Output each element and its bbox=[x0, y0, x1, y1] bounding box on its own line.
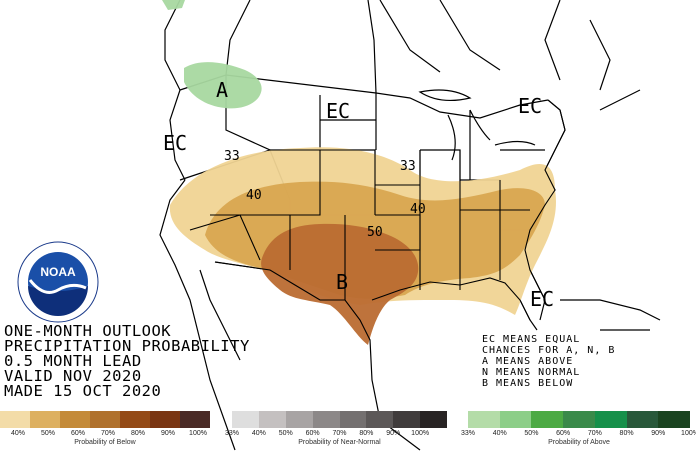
legend-normal-tick-label: 70% bbox=[332, 430, 347, 437]
legend-above-tick-label: 33% bbox=[460, 430, 476, 437]
legend-normal-swatch bbox=[285, 411, 313, 428]
legend-normal-swatch bbox=[232, 411, 259, 428]
ec-label-florida: EC bbox=[530, 287, 555, 311]
legend-above-tick-label: 70% bbox=[587, 430, 602, 437]
legend-normal-ticks: 33% 40% 50% 60% 70% 80% 90% 100% bbox=[225, 428, 447, 438]
legend-above-swatch bbox=[468, 411, 500, 428]
legend-above-tick-label: 80% bbox=[619, 430, 634, 437]
legend-below-tick-label: 60% bbox=[70, 430, 86, 437]
legend-above-swatch bbox=[563, 411, 595, 428]
contour-label-40-west: 40 bbox=[246, 188, 262, 203]
legend-above: 33% 40% 50% 60% 70% 80% 90% 100% Probability of … bbox=[461, 411, 696, 446]
below-50-region bbox=[261, 223, 419, 345]
ec-label-northwest: EC bbox=[163, 131, 188, 155]
legend-below: 40% 50% 60% 70% 80% 90% 100% Probability of Bel… bbox=[0, 411, 210, 446]
below-label: B bbox=[336, 270, 349, 294]
legend-normal-swatch bbox=[393, 411, 421, 428]
outlook-line-1: ONE-MONTH OUTLOOK bbox=[4, 322, 172, 340]
legend-above-swatches bbox=[468, 411, 690, 428]
key-line-4: N MEANS NORMAL bbox=[482, 367, 581, 378]
legend-above-swatch bbox=[531, 411, 564, 428]
legend-below-title: Probability of Below bbox=[74, 439, 136, 446]
legend-below-swatch bbox=[90, 411, 120, 428]
legend-above-swatch bbox=[658, 411, 690, 428]
legend-below-swatch bbox=[180, 411, 210, 428]
legend-above-swatch bbox=[499, 411, 532, 428]
legend-above-tick-label: 50% bbox=[524, 430, 539, 437]
legend-below-swatch bbox=[150, 411, 180, 428]
outlook-line-3: 0.5 MONTH LEAD bbox=[4, 352, 142, 370]
legend-normal-swatch bbox=[312, 411, 340, 428]
ec-label-north: EC bbox=[326, 99, 351, 123]
legend-below-tick-label: 40% bbox=[10, 430, 26, 437]
legend-normal-swatch bbox=[366, 411, 394, 428]
legend-above-tick-label: 60% bbox=[556, 430, 571, 437]
outlook-line-4: VALID NOV 2020 bbox=[4, 367, 142, 385]
key-line-2: CHANCES FOR A, N, B bbox=[482, 345, 616, 356]
legend-above-tick-label: 40% bbox=[492, 430, 507, 437]
key-text-block: EC MEANS EQUAL CHANCES FOR A, N, B A MEA… bbox=[482, 334, 615, 389]
contour-label-40-east: 40 bbox=[410, 202, 426, 217]
legend-normal-swatch bbox=[339, 411, 367, 428]
legend-normal-title: Probability of Near-Normal bbox=[298, 439, 381, 446]
legend-below-swatch bbox=[0, 411, 30, 428]
legend-normal-swatches bbox=[232, 411, 447, 428]
legend-below-swatch bbox=[30, 411, 60, 428]
contour-label-33-west: 33 bbox=[224, 149, 240, 164]
legend-normal-tick-label: 80% bbox=[359, 430, 374, 437]
outlook-title-block: ONE-MONTH OUTLOOK PRECIPITATION PROBABIL… bbox=[4, 322, 250, 400]
contour-label-33-east: 33 bbox=[400, 159, 416, 174]
legend-above-title: Probability of Above bbox=[548, 439, 610, 446]
legend-below-swatch bbox=[120, 411, 150, 428]
noaa-logo-icon: NOAA bbox=[17, 241, 99, 323]
legend-below-ticks: 40% 50% 60% 70% 80% 90% 100% bbox=[0, 428, 210, 438]
legend-above-tick-label: 100% bbox=[681, 430, 696, 437]
legend-below-tick-label: 100% bbox=[189, 430, 207, 437]
legend-above-tick-label: 90% bbox=[651, 430, 666, 437]
legend-above-swatch bbox=[594, 411, 627, 428]
legend-normal-tick-label: 90% bbox=[386, 430, 401, 437]
legend-above-ticks: 33% 40% 50% 60% 70% 80% 90% 100% bbox=[461, 428, 696, 438]
legend-below-tick-label: 70% bbox=[100, 430, 116, 437]
legend-below-tick-label: 50% bbox=[40, 430, 56, 437]
legend-normal-tick-label: 33% bbox=[224, 430, 240, 437]
legend-below-swatch bbox=[60, 411, 90, 428]
contour-label-50: 50 bbox=[367, 225, 383, 240]
above-33-region bbox=[184, 62, 262, 109]
above-label: A bbox=[216, 78, 229, 102]
key-line-1: EC MEANS EQUAL bbox=[482, 334, 581, 345]
legend-normal: 33% 40% 50% 60% 70% 80% 90% 100% Probability of … bbox=[225, 411, 447, 446]
legend-normal-tick-label: 50% bbox=[278, 430, 293, 437]
legend-normal-tick-label: 60% bbox=[305, 430, 320, 437]
above-33-corner bbox=[162, 0, 185, 10]
ec-label-northeast: EC bbox=[518, 94, 543, 118]
legend-normal-tick-label: 100% bbox=[411, 430, 430, 437]
legend-normal-swatch bbox=[420, 411, 447, 428]
outlook-line-5: MADE 15 OCT 2020 bbox=[4, 382, 162, 400]
legend-normal-swatch bbox=[258, 411, 286, 428]
key-line-3: A MEANS ABOVE bbox=[482, 356, 574, 367]
legend-below-swatches bbox=[0, 411, 210, 428]
legend-below-tick-label: 90% bbox=[160, 430, 176, 437]
outlook-line-2: PRECIPITATION PROBABILITY bbox=[4, 337, 250, 355]
key-line-5: B MEANS BELOW bbox=[482, 378, 574, 389]
legend-below-tick-label: 80% bbox=[130, 430, 146, 437]
legend-above-swatch bbox=[626, 411, 659, 428]
legend-normal-tick-label: 40% bbox=[251, 430, 266, 437]
noaa-logo-text: NOAA bbox=[40, 265, 76, 279]
